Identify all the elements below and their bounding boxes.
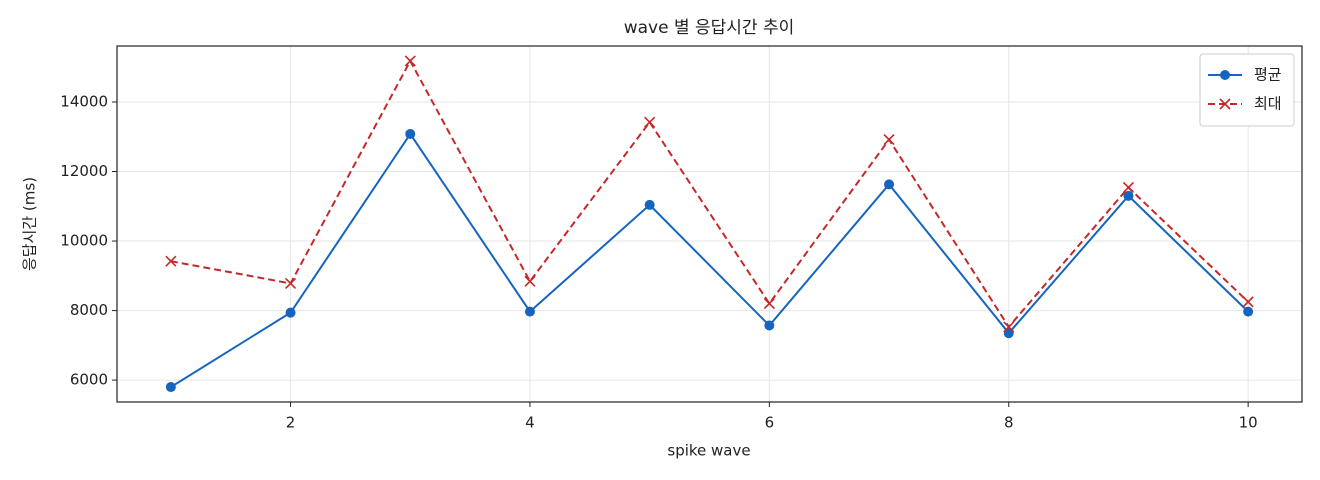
point: [1122, 181, 1135, 194]
series-line: [170, 132, 1249, 388]
point: [524, 306, 535, 317]
y-tick-label: 6000: [70, 371, 108, 389]
plot-frame: [116, 45, 1303, 403]
legend-label: 평균: [1254, 66, 1282, 84]
point: [884, 179, 895, 190]
legend-marker: [1220, 70, 1230, 80]
point: [284, 277, 297, 290]
point: [405, 128, 416, 139]
y-tick-label: 10000: [60, 232, 108, 250]
point: [404, 55, 416, 67]
point: [1242, 296, 1254, 308]
point: [1003, 328, 1014, 339]
x-tick-label: 4: [525, 414, 535, 432]
x-tick-label: 8: [1004, 414, 1014, 432]
point: [764, 320, 775, 331]
y-tick-label: 14000: [60, 92, 108, 110]
x-tick-label: 10: [1239, 414, 1258, 432]
point: [165, 255, 177, 267]
x-tick-label: 2: [286, 414, 296, 432]
y-axis-label: 응답시간 (ms): [21, 177, 39, 271]
point: [1123, 190, 1134, 201]
series-line: [170, 58, 1249, 329]
point: [883, 133, 895, 146]
point: [1003, 321, 1015, 333]
point: [1243, 306, 1254, 317]
point: [644, 199, 655, 210]
y-tick-label: 12000: [60, 162, 108, 180]
legend-marker: [1219, 98, 1231, 110]
legend-label: 최대: [1254, 95, 1282, 113]
chart-title: wave 별 응답시간 추이: [624, 18, 795, 38]
point: [165, 382, 176, 393]
point: [763, 298, 775, 310]
point: [644, 116, 656, 128]
y-tick-label: 8000: [70, 301, 108, 319]
x-tick-label: 6: [765, 414, 775, 432]
point: [285, 307, 296, 318]
point: [524, 275, 536, 287]
x-axis-label: spike wave: [667, 442, 750, 460]
